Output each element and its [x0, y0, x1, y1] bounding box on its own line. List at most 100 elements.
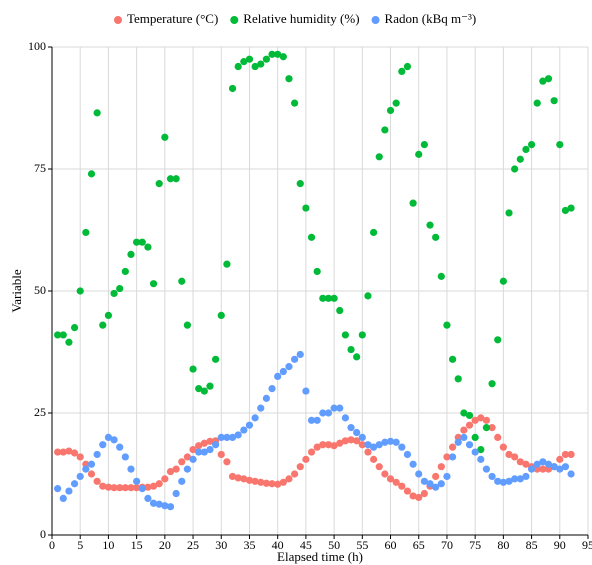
- point: [93, 450, 101, 459]
- point: [240, 426, 248, 434]
- point: [313, 416, 321, 424]
- point: [206, 437, 214, 445]
- point: [65, 447, 73, 455]
- point: [403, 62, 412, 71]
- point: [353, 428, 361, 437]
- point: [324, 294, 333, 302]
- point: [516, 458, 524, 466]
- point: [381, 126, 389, 134]
- point: [511, 165, 519, 173]
- point: [477, 455, 485, 463]
- point: [465, 411, 474, 420]
- point: [245, 55, 254, 63]
- point: [206, 382, 214, 390]
- x-tick-label: 35: [243, 538, 255, 552]
- point: [296, 350, 304, 359]
- point: [392, 438, 400, 446]
- point: [251, 414, 259, 422]
- point: [155, 480, 163, 488]
- point: [364, 292, 372, 300]
- point: [116, 284, 124, 293]
- point: [313, 267, 321, 276]
- x-axis-label: Elapsed time (h): [277, 549, 363, 564]
- point: [448, 453, 457, 461]
- point: [149, 499, 158, 507]
- point: [274, 372, 282, 380]
- point: [291, 99, 299, 107]
- point: [144, 243, 152, 251]
- point: [307, 416, 316, 424]
- point: [437, 272, 445, 280]
- point: [567, 204, 575, 212]
- point: [460, 409, 468, 417]
- point: [161, 475, 169, 483]
- point: [432, 233, 440, 241]
- point: [59, 331, 67, 339]
- point: [223, 458, 231, 466]
- x-tick-label: 75: [469, 538, 481, 552]
- point: [257, 478, 265, 486]
- point: [65, 338, 73, 346]
- point: [285, 363, 293, 371]
- point: [460, 433, 468, 441]
- point: [127, 484, 135, 492]
- point: [59, 448, 67, 456]
- point: [307, 233, 316, 241]
- point: [398, 482, 406, 490]
- point: [544, 460, 553, 468]
- point: [381, 470, 389, 478]
- point: [245, 421, 254, 429]
- point: [144, 494, 152, 502]
- point: [505, 477, 513, 485]
- point: [482, 424, 491, 432]
- x-tick-label: 65: [413, 538, 425, 552]
- point: [87, 460, 96, 468]
- point: [172, 465, 180, 473]
- x-tick-label: 90: [554, 538, 566, 552]
- point: [358, 441, 366, 449]
- point: [556, 465, 564, 473]
- point: [398, 67, 406, 75]
- point: [279, 53, 287, 61]
- point: [358, 331, 366, 339]
- x-tick-label: 70: [441, 538, 453, 552]
- point: [54, 448, 62, 456]
- point: [93, 109, 101, 117]
- point: [364, 448, 372, 456]
- point: [330, 404, 338, 412]
- point: [59, 494, 67, 502]
- x-tick-label: 95: [582, 538, 592, 552]
- point: [324, 441, 333, 449]
- point: [375, 153, 383, 161]
- x-tick-label: 5: [77, 538, 83, 552]
- point: [460, 426, 468, 434]
- point: [217, 433, 225, 441]
- x-tick-label: 40: [272, 538, 284, 552]
- point: [138, 485, 146, 493]
- point: [183, 321, 192, 329]
- point: [392, 99, 400, 107]
- point: [257, 60, 265, 68]
- point: [471, 448, 479, 456]
- point: [82, 465, 90, 473]
- point: [448, 443, 457, 451]
- point: [70, 324, 79, 332]
- point: [454, 438, 462, 446]
- point: [133, 238, 141, 246]
- point: [494, 336, 502, 344]
- point: [121, 484, 129, 492]
- point: [488, 472, 496, 481]
- point: [149, 482, 158, 490]
- point: [76, 287, 84, 295]
- point: [200, 439, 208, 447]
- point: [522, 472, 530, 481]
- point: [223, 260, 231, 268]
- point: [544, 75, 553, 83]
- point: [307, 448, 316, 456]
- point: [121, 453, 129, 461]
- point: [285, 475, 293, 483]
- point: [104, 483, 113, 491]
- point: [324, 409, 333, 417]
- point: [364, 441, 372, 449]
